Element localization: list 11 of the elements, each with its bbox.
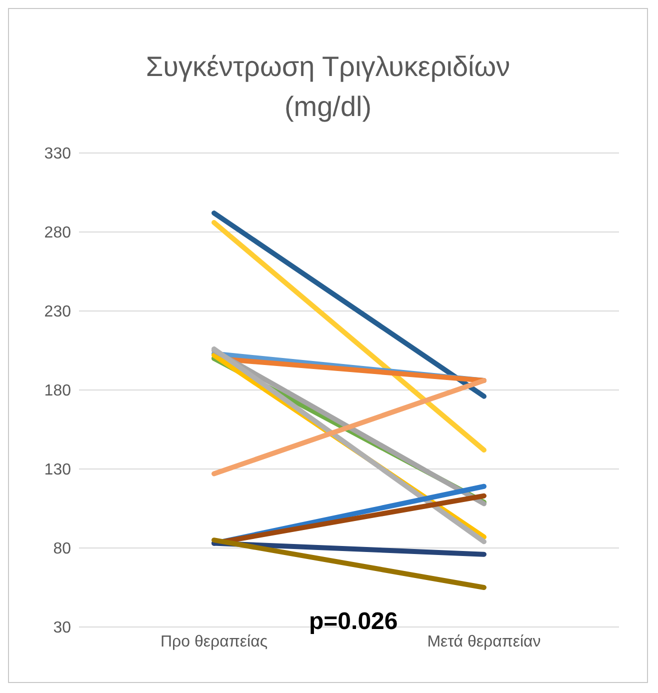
chart-title: Συγκέντρωση Τριγλυκεριδίων (mg/dl) bbox=[144, 50, 512, 124]
annotation: p=0.026 bbox=[309, 607, 399, 637]
y-tick-label: 230 bbox=[44, 304, 72, 321]
y-tick-label: 280 bbox=[44, 224, 72, 242]
y-tick-label: 30 bbox=[53, 620, 72, 637]
x-tick-label: Μετά θεραπείαν bbox=[427, 633, 541, 650]
y-tick-label: 180 bbox=[44, 382, 72, 400]
y-tick-label: 330 bbox=[44, 146, 72, 163]
y-tick-label: 130 bbox=[44, 462, 72, 479]
y-tick-label: 80 bbox=[53, 540, 72, 558]
x-tick-label: Προ θεραπείας bbox=[160, 633, 268, 650]
